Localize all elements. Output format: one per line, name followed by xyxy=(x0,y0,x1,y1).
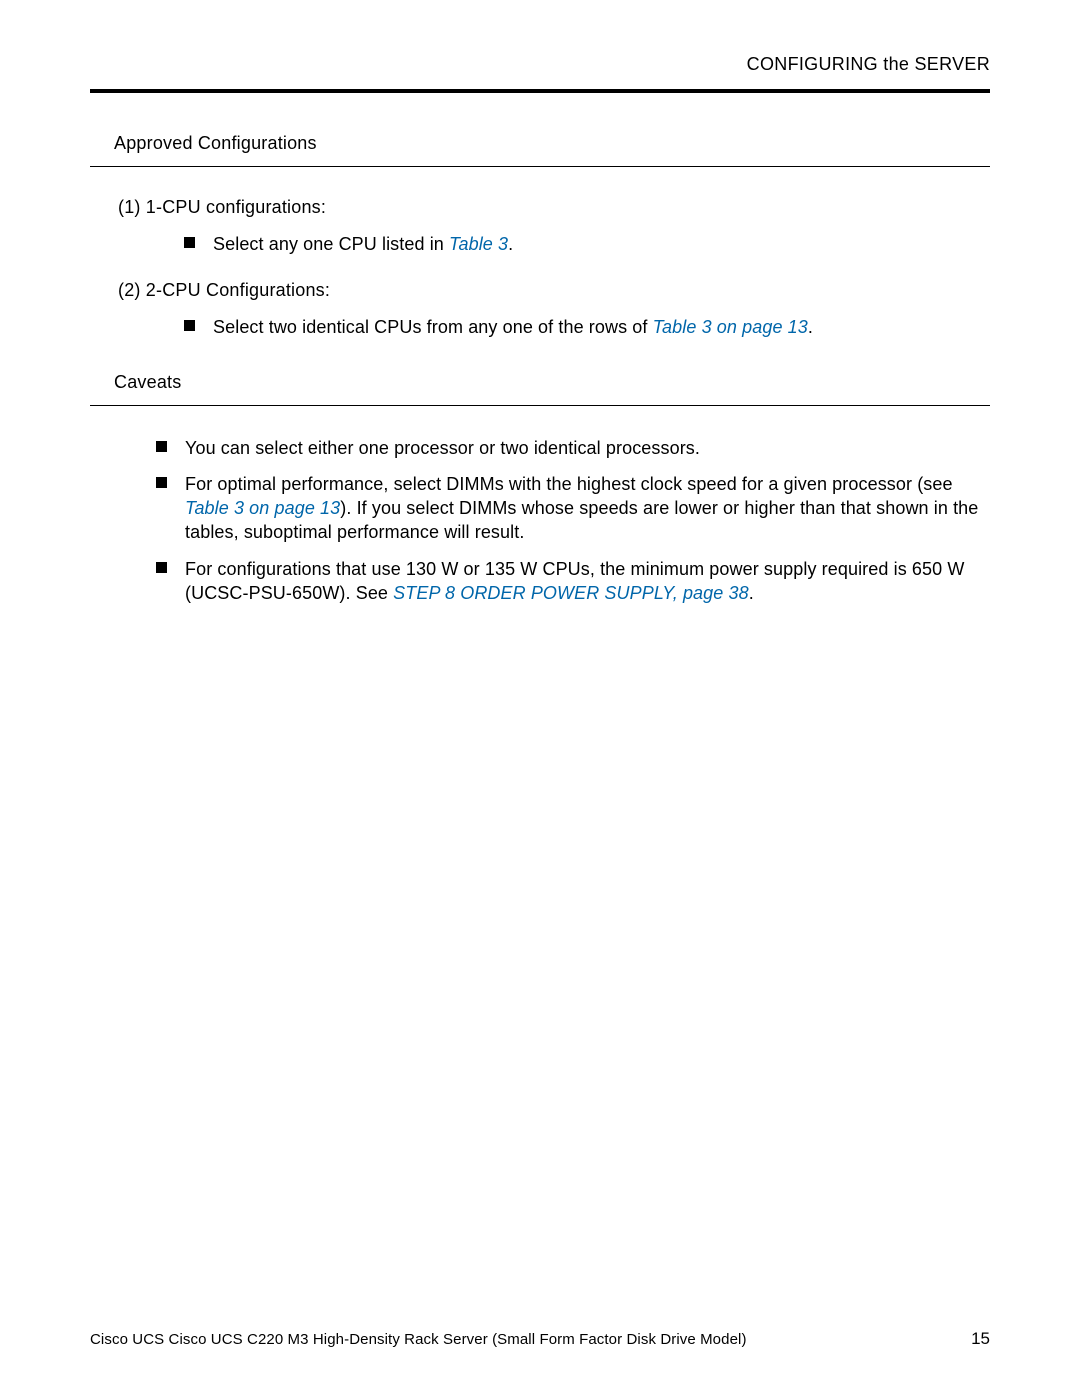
bullet-prefix: Select two identical CPUs from any one o… xyxy=(213,317,653,337)
bullet-text: Select any one CPU listed in Table 3. xyxy=(213,232,513,256)
link-table3[interactable]: Table 3 xyxy=(449,234,508,254)
link-table3-page13[interactable]: Table 3 on page 13 xyxy=(653,317,808,337)
config-1cpu-bullets: Select any one CPU listed in Table 3. xyxy=(184,232,990,256)
bullet-item: Select any one CPU listed in Table 3. xyxy=(184,232,990,256)
bullet-square-icon xyxy=(156,562,167,573)
config-1cpu: (1) 1-CPU configurations: Select any one… xyxy=(118,197,990,256)
config-1cpu-label: (1) 1-CPU configurations: xyxy=(118,197,326,217)
document-page: CONFIGURING the SERVER Approved Configur… xyxy=(0,0,1080,1397)
header-rule xyxy=(90,89,990,93)
bullet-square-icon xyxy=(184,237,195,248)
bullet-square-icon xyxy=(156,441,167,452)
page-footer: Cisco UCS Cisco UCS C220 M3 High-Density… xyxy=(90,1329,990,1349)
bullet-item: You can select either one processor or t… xyxy=(156,436,990,460)
caveats-section: Caveats You can select either one proces… xyxy=(90,372,990,606)
bullet-square-icon xyxy=(184,320,195,331)
link-table3-page13-b[interactable]: Table 3 on page 13 xyxy=(185,498,340,518)
caveat-3-text: For configurations that use 130 W or 135… xyxy=(185,557,990,606)
bullet-suffix: . xyxy=(749,583,754,603)
page-number: 15 xyxy=(971,1329,990,1349)
section-rule xyxy=(90,166,990,167)
section-heading-approved: Approved Configurations xyxy=(114,133,990,154)
bullet-suffix: . xyxy=(508,234,513,254)
approved-configurations-section: Approved Configurations (1) 1-CPU config… xyxy=(90,133,990,340)
bullet-item: Select two identical CPUs from any one o… xyxy=(184,315,990,339)
header-section-title: CONFIGURING the SERVER xyxy=(90,54,990,75)
link-step8-power-supply[interactable]: STEP 8 ORDER POWER SUPPLY, page 38 xyxy=(393,583,749,603)
caveat-1-text: You can select either one processor or t… xyxy=(185,436,700,460)
bullet-item: For configurations that use 130 W or 135… xyxy=(156,557,990,606)
bullet-item: For optimal performance, select DIMMs wi… xyxy=(156,472,990,545)
config-2cpu-label: (2) 2-CPU Configurations: xyxy=(118,280,330,300)
config-2cpu-bullets: Select two identical CPUs from any one o… xyxy=(184,315,990,339)
caveats-bullets: You can select either one processor or t… xyxy=(156,436,990,606)
caveat-2-text: For optimal performance, select DIMMs wi… xyxy=(185,472,990,545)
bullet-suffix: . xyxy=(808,317,813,337)
bullet-prefix: Select any one CPU listed in xyxy=(213,234,449,254)
bullet-prefix: For optimal performance, select DIMMs wi… xyxy=(185,474,953,494)
bullet-text: Select two identical CPUs from any one o… xyxy=(213,315,813,339)
bullet-square-icon xyxy=(156,477,167,488)
section-rule xyxy=(90,405,990,406)
footer-doc-title: Cisco UCS Cisco UCS C220 M3 High-Density… xyxy=(90,1331,747,1348)
config-2cpu: (2) 2-CPU Configurations: Select two ide… xyxy=(118,280,990,339)
section-heading-caveats: Caveats xyxy=(114,372,990,393)
